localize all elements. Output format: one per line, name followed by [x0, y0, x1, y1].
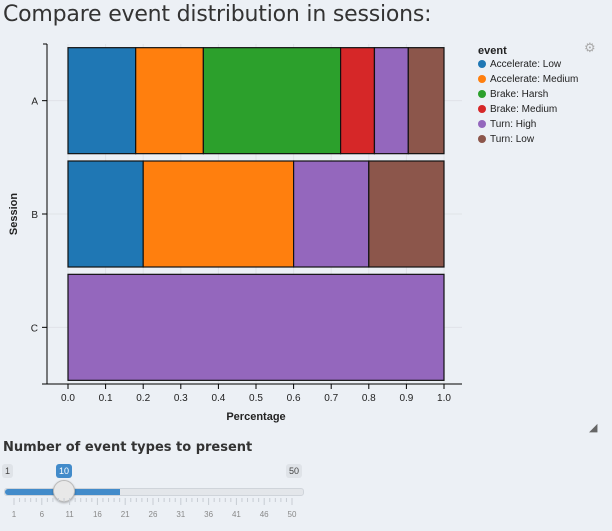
slider-min-label: 1 — [2, 464, 14, 478]
slider-grid-label: 26 — [149, 510, 158, 519]
stacked-bar-chart: A B C 0.0 0.1 0.2 0.3 0.4 0.5 0.6 0.7 0.8 0.9 1.0 Perc… — [8, 43, 578, 423]
slider-grid-label: 21 — [121, 510, 130, 519]
bar-segment — [373, 47, 409, 155]
slider-grid-label: 46 — [260, 510, 269, 519]
x-tick-label: 0.8 — [362, 393, 376, 404]
bar-segment — [340, 47, 376, 155]
bar-segment — [135, 47, 204, 155]
slider-grid-label: 41 — [232, 510, 241, 519]
legend-swatch — [478, 75, 486, 83]
bar-segment — [202, 47, 342, 155]
gear-icon[interactable]: ⚙ — [584, 40, 596, 55]
slider-grid-label: 50 — [288, 510, 297, 519]
x-tick-label: 0.4 — [211, 393, 225, 404]
x-tick-label: 0.2 — [136, 393, 150, 404]
legend-label: Brake: Harsh — [490, 89, 548, 100]
x-tick-label: 1.0 — [437, 393, 451, 404]
legend-swatch — [478, 90, 486, 98]
slider-grid-label: 6 — [40, 510, 45, 519]
legend-swatch — [478, 60, 486, 68]
bar-segment — [142, 160, 295, 268]
legend-title: event — [478, 45, 507, 57]
x-tick-label: 0.0 — [61, 393, 75, 404]
resize-handle-icon[interactable]: ◢ — [589, 422, 598, 434]
x-axis-title: Percentage — [226, 411, 285, 423]
bar-segment — [407, 47, 445, 155]
slider-max-label: 50 — [286, 464, 303, 478]
bar-segment — [368, 160, 445, 268]
x-tick-label: 0.3 — [174, 393, 188, 404]
y-tick-label: C — [31, 323, 38, 334]
legend-label: Accelerate: Medium — [490, 74, 578, 85]
slider-grid-label: 36 — [204, 510, 213, 519]
legend-label: Turn: High — [490, 119, 536, 130]
page-title: Compare event distribution in sessions: — [3, 2, 432, 27]
slider-grid: 1 6 11 16 21 26 31 36 41 46 50 — [12, 498, 297, 519]
bar-segment — [293, 160, 370, 268]
x-tick-label: 0.5 — [249, 393, 263, 404]
legend-swatch — [478, 135, 486, 143]
slider-grid-label: 16 — [93, 510, 102, 519]
legend-label: Turn: Low — [490, 134, 535, 145]
x-tick-label: 0.7 — [324, 393, 338, 404]
legend-swatch — [478, 105, 486, 113]
x-tick-label: 0.9 — [399, 393, 413, 404]
bar-segment — [67, 273, 445, 381]
slider-value-label: 10 — [56, 464, 73, 478]
y-tick-label: A — [31, 97, 38, 108]
slider-grid-label: 31 — [176, 510, 185, 519]
legend-label: Accelerate: Low — [490, 59, 562, 70]
slider-grid-label: 1 — [12, 510, 17, 519]
x-tick-label: 0.6 — [287, 393, 301, 404]
y-tick-label: B — [31, 210, 38, 221]
legend-label: Brake: Medium — [490, 104, 557, 115]
slider-track[interactable] — [4, 488, 304, 496]
x-tick-label: 0.1 — [99, 393, 113, 404]
bar-segment — [67, 47, 137, 155]
legend-swatch — [478, 120, 486, 128]
slider-grid-label: 11 — [65, 510, 74, 519]
slider-label: Number of event types to present — [3, 440, 253, 455]
bar-segment — [67, 160, 144, 268]
y-axis-title: Session — [8, 193, 20, 235]
